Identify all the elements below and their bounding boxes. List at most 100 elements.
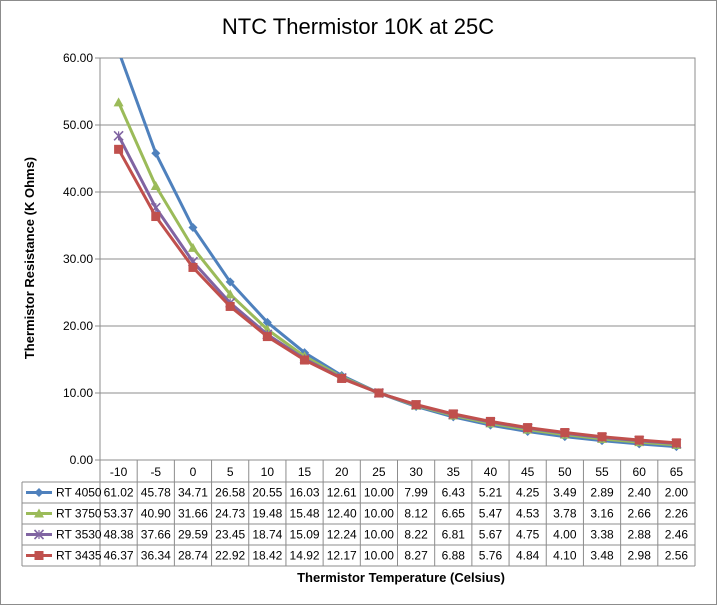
data-label: 7.99 bbox=[404, 486, 428, 500]
y-tick-label: 0.00 bbox=[70, 453, 94, 467]
data-point bbox=[262, 332, 272, 342]
data-point bbox=[225, 277, 235, 287]
data-label: 26.58 bbox=[215, 486, 245, 500]
data-label: 6.43 bbox=[442, 486, 466, 500]
data-point bbox=[634, 435, 644, 445]
data-label: 6.65 bbox=[442, 507, 466, 521]
data-point bbox=[448, 409, 458, 419]
data-label: 40.90 bbox=[141, 507, 171, 521]
data-label: 8.22 bbox=[404, 528, 428, 542]
data-label: 3.48 bbox=[590, 549, 614, 563]
y-tick-label: 20.00 bbox=[63, 319, 93, 333]
data-point bbox=[114, 47, 123, 56]
x-tick-label: 15 bbox=[298, 465, 312, 479]
y-tick-label: 30.00 bbox=[63, 252, 93, 266]
x-tick-label: 30 bbox=[409, 465, 423, 479]
data-label: 12.17 bbox=[327, 549, 357, 563]
data-label: 4.53 bbox=[516, 507, 540, 521]
data-label: 4.84 bbox=[516, 549, 540, 563]
data-label: 3.16 bbox=[590, 507, 614, 521]
data-table: -10 -5 0 5 10 15 20 25 30 35 40 45 50 55 60 65 RT 4050 61… bbox=[21, 460, 696, 567]
data-label: 3.38 bbox=[590, 528, 614, 542]
data-point bbox=[300, 355, 310, 365]
legend-entry: RT 3530 bbox=[26, 528, 102, 542]
x-tick-label: 40 bbox=[484, 465, 498, 479]
data-label: 31.66 bbox=[178, 507, 208, 521]
data-point bbox=[113, 97, 124, 107]
data-label: 14.92 bbox=[290, 549, 320, 563]
x-tick-label: -5 bbox=[150, 465, 161, 479]
x-tick-label: 20 bbox=[335, 465, 349, 479]
data-point bbox=[523, 423, 533, 433]
data-label: 3.49 bbox=[553, 486, 577, 500]
data-label: 5.47 bbox=[479, 507, 503, 521]
data-label: 3.78 bbox=[553, 507, 577, 521]
x-tick-label: 25 bbox=[372, 465, 386, 479]
data-label: 5.67 bbox=[479, 528, 503, 542]
data-point bbox=[151, 212, 161, 222]
data-label: 6.88 bbox=[442, 549, 466, 563]
data-point bbox=[597, 432, 607, 442]
y-tick-label: 50.00 bbox=[63, 118, 93, 132]
data-label: 4.75 bbox=[516, 528, 540, 542]
data-label: 23.45 bbox=[215, 528, 245, 542]
data-label: 18.74 bbox=[252, 528, 282, 542]
data-point bbox=[188, 222, 198, 232]
legend-marker bbox=[34, 508, 44, 518]
data-point bbox=[225, 301, 235, 311]
x-tick-label: 45 bbox=[521, 465, 535, 479]
data-label: 46.37 bbox=[104, 549, 134, 563]
data-label: 19.48 bbox=[252, 507, 282, 521]
legend-label: RT 4050 bbox=[56, 486, 102, 500]
data-point bbox=[262, 317, 272, 327]
data-label: 34.71 bbox=[178, 486, 208, 500]
data-label: 10.00 bbox=[364, 549, 394, 563]
data-label: 5.21 bbox=[479, 486, 503, 500]
data-label: 5.76 bbox=[479, 549, 503, 563]
data-label: 48.38 bbox=[104, 528, 134, 542]
legend-marker bbox=[34, 488, 44, 497]
y-axis-title: Thermistor Resistance (K Ohms) bbox=[22, 157, 37, 359]
legend-label: RT 3530 bbox=[56, 528, 102, 542]
data-point bbox=[225, 289, 236, 299]
data-label: 12.61 bbox=[327, 486, 357, 500]
data-label: 15.48 bbox=[290, 507, 320, 521]
legend-entry: RT 3435 bbox=[26, 549, 102, 563]
data-label: 18.42 bbox=[252, 549, 282, 563]
data-point bbox=[187, 242, 198, 252]
data-point bbox=[114, 144, 124, 154]
data-label: 4.10 bbox=[553, 549, 577, 563]
data-point bbox=[337, 373, 347, 383]
series-rt-3435 bbox=[114, 144, 681, 448]
data-label: 12.24 bbox=[327, 528, 357, 542]
data-label: 6.81 bbox=[442, 528, 466, 542]
x-tick-label: 55 bbox=[595, 465, 609, 479]
data-point bbox=[188, 262, 198, 272]
data-label: 45.78 bbox=[141, 486, 171, 500]
data-point bbox=[150, 180, 161, 190]
data-label: 28.74 bbox=[178, 549, 208, 563]
x-tick-label: 65 bbox=[670, 465, 684, 479]
y-tick-label: 10.00 bbox=[63, 386, 93, 400]
data-label: 2.40 bbox=[628, 486, 652, 500]
x-tick-label: 35 bbox=[447, 465, 461, 479]
data-label: 4.00 bbox=[553, 528, 577, 542]
legend-marker bbox=[34, 551, 44, 560]
y-axis-ticks: 0.00 10.00 20.00 30.00 40.00 50.00 60.00 bbox=[63, 51, 93, 467]
data-point bbox=[560, 428, 570, 438]
data-label: 10.00 bbox=[364, 486, 394, 500]
data-label: 4.25 bbox=[516, 486, 540, 500]
legend-label: RT 3435 bbox=[56, 549, 102, 563]
legend-entry: RT 3750 bbox=[26, 507, 102, 521]
data-label: 2.56 bbox=[665, 549, 689, 563]
data-label: 20.55 bbox=[252, 486, 282, 500]
x-axis-title: Thermistor Temperature (Celsius) bbox=[297, 570, 505, 585]
data-label: 15.09 bbox=[290, 528, 320, 542]
data-label: 2.89 bbox=[590, 486, 614, 500]
x-tick-label: 50 bbox=[558, 465, 572, 479]
x-tick-label: 10 bbox=[261, 465, 275, 479]
gridlines bbox=[95, 57, 695, 461]
data-label: 37.66 bbox=[141, 528, 171, 542]
data-label: 2.66 bbox=[628, 507, 652, 521]
